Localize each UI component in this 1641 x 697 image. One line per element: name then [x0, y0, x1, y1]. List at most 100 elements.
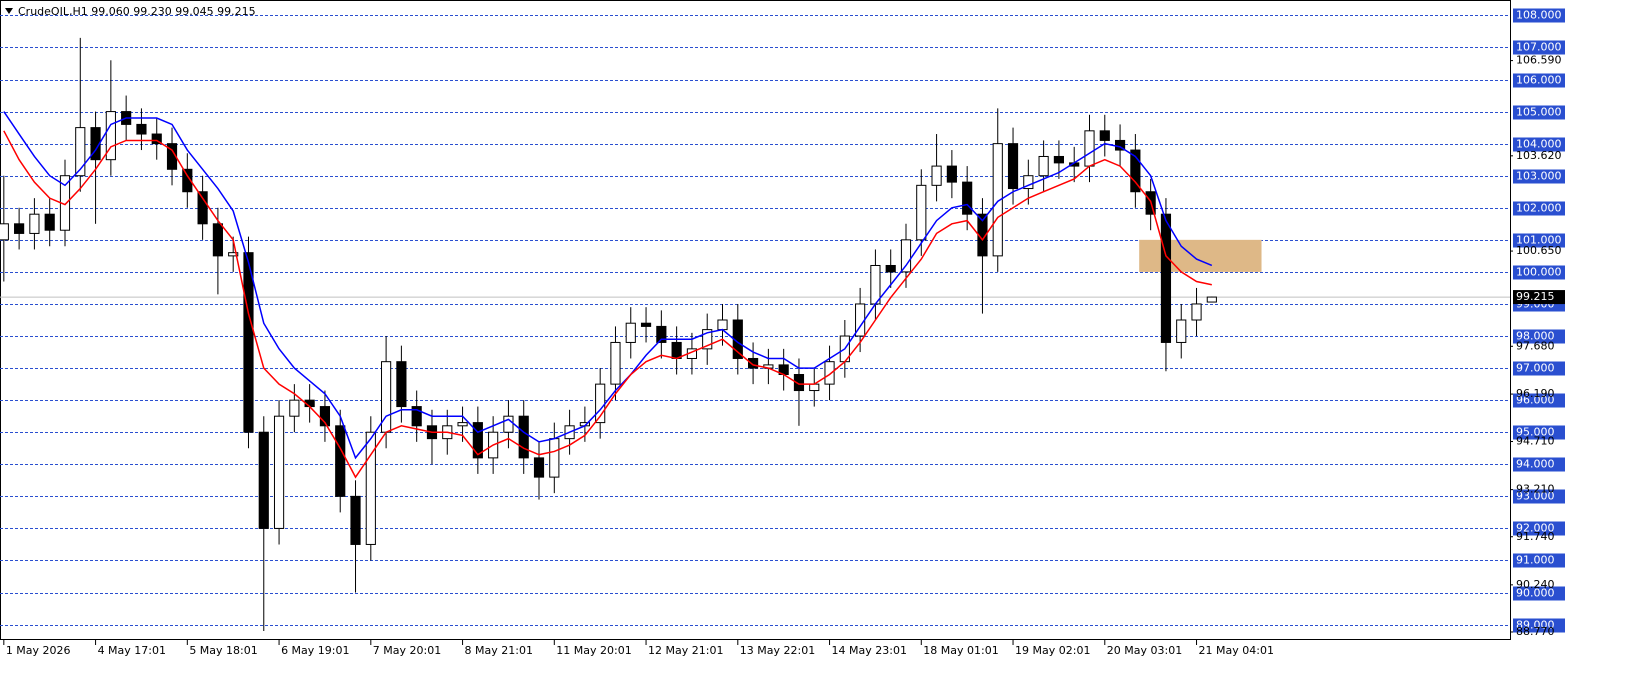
y-tick-label: 93.000 — [1516, 490, 1555, 503]
x-tick-label: 5 May 18:01 — [189, 644, 257, 657]
candle-body — [549, 438, 560, 478]
candle-body — [1130, 149, 1141, 193]
y-tick-label: 96.190 — [1516, 387, 1555, 400]
candle-body — [518, 415, 529, 459]
x-tick-label: 13 May 22:01 — [740, 644, 815, 657]
y-label-box — [1513, 361, 1565, 376]
candle-body — [656, 325, 667, 343]
y-label-box — [1513, 40, 1565, 55]
candle-body — [182, 168, 193, 193]
candle-body — [197, 191, 208, 225]
y-tick-label: 104.000 — [1516, 138, 1562, 151]
candle-body — [1023, 175, 1034, 190]
candle-body — [365, 431, 376, 545]
candle-body — [396, 361, 407, 408]
y-label-box — [1513, 393, 1565, 408]
y-tick-label: 93.210 — [1516, 483, 1555, 496]
y-tick-label: 96.000 — [1516, 394, 1555, 407]
candle-body — [136, 123, 147, 135]
y-tick-label: 107.000 — [1516, 41, 1562, 54]
candle-body — [671, 341, 682, 359]
x-tick-label: 12 May 21:01 — [648, 644, 723, 657]
y-tick-label: 106.000 — [1516, 74, 1562, 87]
y-tick-label: 91.000 — [1516, 554, 1555, 567]
candle-body — [243, 252, 254, 433]
y-label-box — [1513, 457, 1565, 472]
y-label-box — [1513, 8, 1565, 23]
y-label-box — [1513, 169, 1565, 184]
y-label-box — [1513, 73, 1565, 88]
candle-body — [931, 165, 942, 186]
candle-body — [29, 213, 40, 234]
candle-body — [0, 223, 9, 241]
candle-body — [702, 329, 713, 350]
candle-body — [625, 322, 636, 343]
candle-body — [319, 406, 331, 427]
y-tick-label: 97.000 — [1516, 362, 1555, 375]
candle-body — [151, 133, 162, 145]
candle-body — [824, 361, 835, 385]
moving-average — [3, 111, 1213, 460]
candle-body — [1084, 130, 1095, 167]
x-tick-label: 6 May 19:01 — [281, 644, 349, 657]
y-tick-label: 97.680 — [1516, 339, 1555, 352]
x-tick-label: 18 May 01:01 — [923, 644, 998, 657]
y-tick-label: 103.000 — [1516, 170, 1562, 183]
candle-body — [1191, 303, 1202, 321]
candle-body — [640, 322, 652, 327]
y-label-box — [1513, 233, 1565, 248]
price-label: 99.215 — [1516, 290, 1555, 303]
x-tick-label: 14 May 23:01 — [832, 644, 907, 657]
y-tick-label: 90.000 — [1516, 587, 1555, 600]
y-label-box — [1513, 521, 1565, 536]
candle-body — [258, 431, 269, 529]
y-label-box — [1513, 425, 1565, 440]
y-tick-label: 90.240 — [1516, 578, 1555, 591]
candle-body — [1007, 143, 1019, 190]
x-tick-label: 4 May 17:01 — [98, 644, 166, 657]
x-tick-label: 1 May 2026 — [6, 644, 71, 657]
candle-body — [1053, 155, 1064, 164]
candle-body — [916, 184, 927, 241]
candle-body — [793, 374, 805, 392]
candle-body — [14, 223, 25, 234]
collapse-icon[interactable] — [5, 8, 13, 14]
price-box — [1513, 290, 1565, 305]
candle-body — [273, 415, 285, 529]
x-tick-label: 21 May 04:01 — [1199, 644, 1274, 657]
y-label-box — [1513, 265, 1565, 280]
y-label-box — [1513, 105, 1565, 120]
y-tick-label: 91.740 — [1516, 530, 1555, 543]
candle-body — [946, 165, 957, 183]
moving-average — [3, 130, 1212, 479]
candle-body — [457, 422, 468, 427]
candle-body — [1176, 319, 1187, 343]
candle-body — [1206, 296, 1217, 303]
y-tick-label: 106.590 — [1516, 54, 1562, 67]
candle-body — [992, 143, 1003, 257]
candle-body — [809, 383, 820, 392]
y-label-box — [1513, 489, 1565, 504]
candle-body — [289, 399, 300, 417]
x-tick-label: 11 May 20:01 — [556, 644, 631, 657]
y-tick-label: 100.000 — [1516, 266, 1562, 279]
plot-frame — [0, 0, 1511, 640]
candle-body — [472, 422, 483, 459]
y-tick-label: 101.000 — [1516, 234, 1562, 247]
y-tick-label: 100.650 — [1516, 244, 1562, 257]
candle-body — [44, 213, 55, 231]
candle-body — [748, 357, 759, 369]
candle-body — [717, 319, 728, 331]
candle-body — [1038, 155, 1049, 177]
candle-body — [335, 425, 346, 497]
candle-body — [1160, 213, 1172, 343]
y-tick-label: 88.770 — [1516, 625, 1555, 638]
candle-body — [962, 181, 973, 215]
candle-body — [212, 223, 223, 257]
y-tick-label: 105.000 — [1516, 106, 1562, 119]
y-tick-label: 95.000 — [1516, 426, 1555, 439]
y-tick-label: 94.710 — [1516, 435, 1555, 448]
x-tick-label: 20 May 03:01 — [1107, 644, 1182, 657]
y-label-box — [1513, 553, 1565, 568]
